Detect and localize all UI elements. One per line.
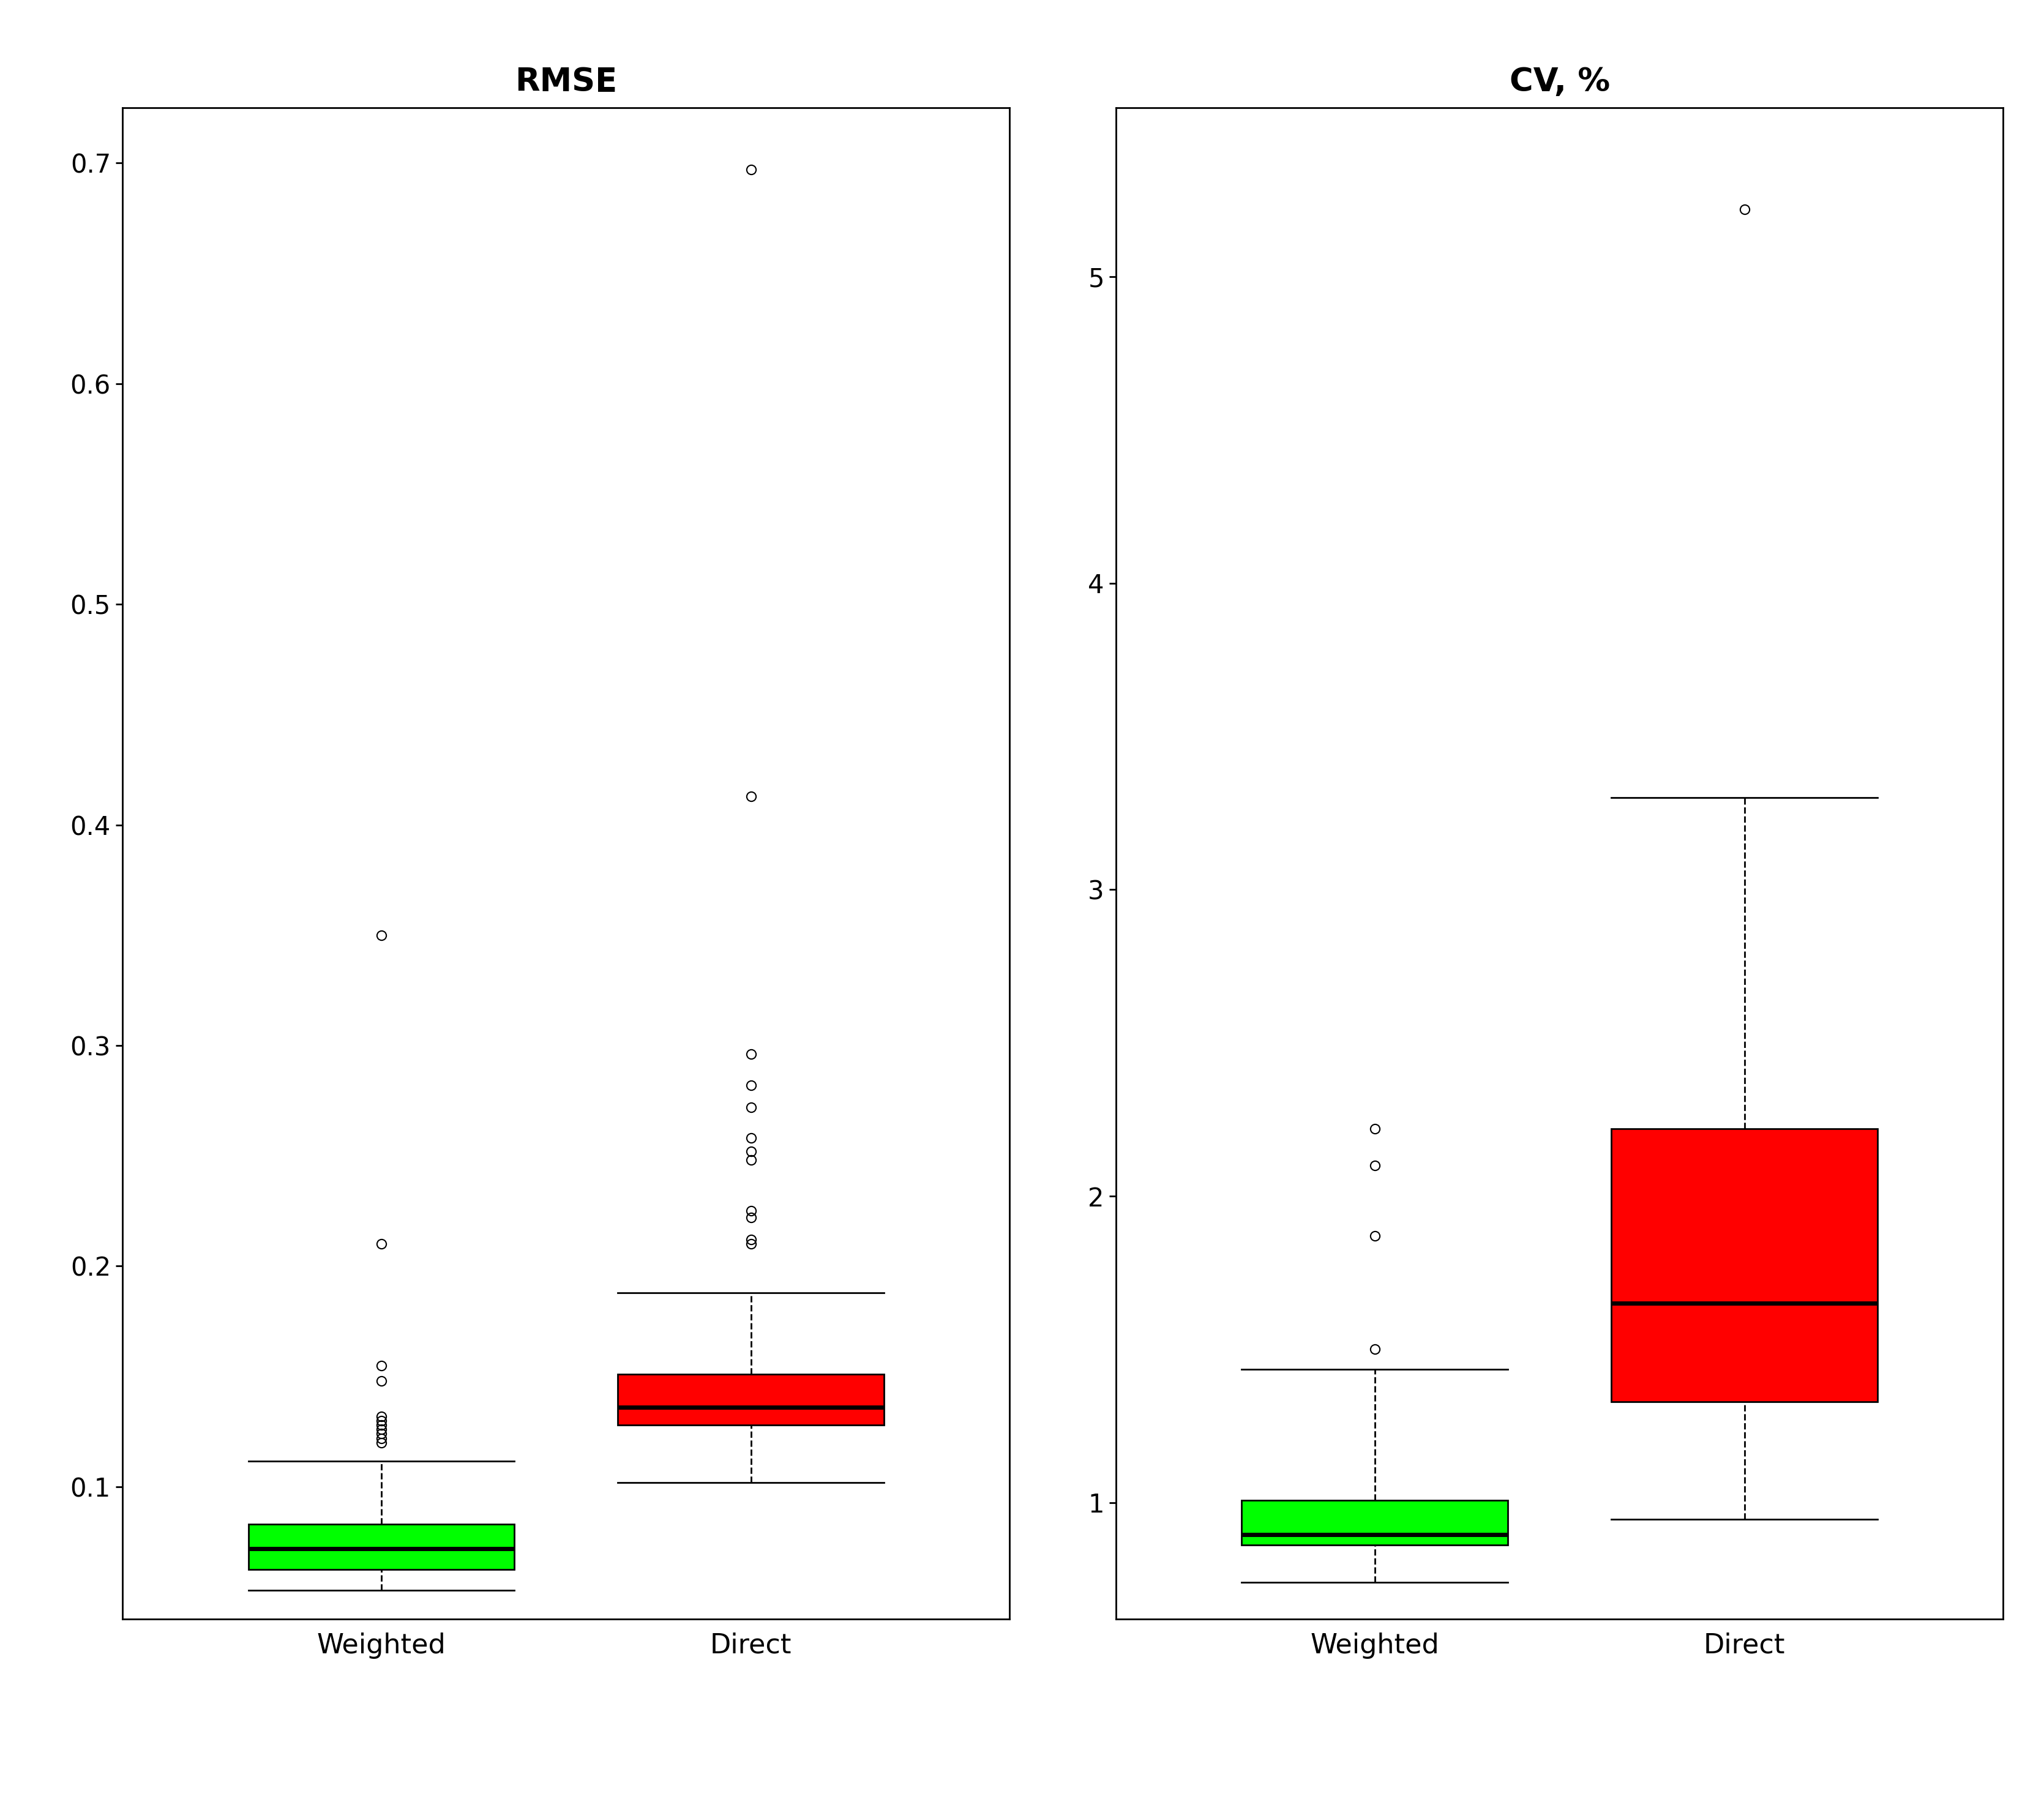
Title: RMSE: RMSE — [515, 67, 617, 97]
Bar — [617, 1374, 883, 1425]
Title: CV, %: CV, % — [1508, 67, 1611, 97]
Bar — [1611, 1128, 1878, 1401]
Bar — [247, 1524, 515, 1569]
Bar — [1243, 1500, 1508, 1545]
